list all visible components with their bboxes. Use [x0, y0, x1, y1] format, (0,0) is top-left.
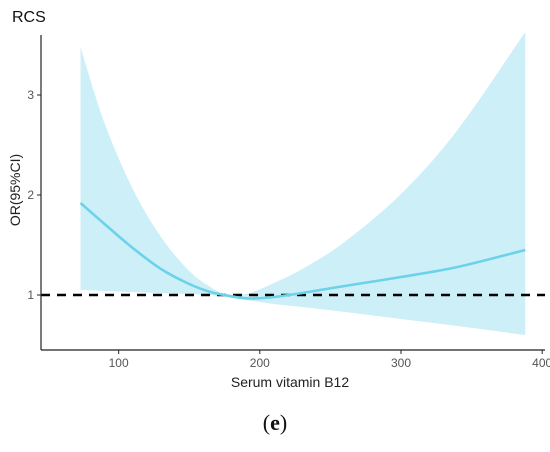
rcs-chart: 100 200 300 400 1 2 3 RCS Serum vitamin B12 OR… [7, 9, 550, 390]
axes [37, 35, 545, 354]
x-tick-label: 100 [109, 356, 129, 370]
y-tick-label: 2 [27, 188, 34, 202]
y-axis-title: OR(95%CI) [7, 154, 23, 226]
panel-label: (e) [0, 410, 550, 436]
y-tick-label: 3 [27, 88, 34, 102]
panel-label-close: ) [279, 410, 288, 435]
ci-band [80, 32, 526, 335]
x-tick-label: 400 [532, 356, 550, 370]
or-line [79, 202, 526, 300]
x-axis-title: Serum vitamin B12 [231, 374, 349, 390]
panel-label-letter: e [270, 410, 280, 435]
tick-labels: 100 200 300 400 1 2 3 [27, 88, 550, 370]
y-tick-label: 1 [27, 288, 34, 302]
x-tick-label: 200 [250, 356, 270, 370]
chart-title: RCS [12, 9, 46, 26]
panel-label-open: ( [262, 410, 271, 435]
x-tick-label: 300 [391, 356, 411, 370]
or-line-layer [79, 202, 526, 300]
ci-band-layer [80, 32, 526, 335]
